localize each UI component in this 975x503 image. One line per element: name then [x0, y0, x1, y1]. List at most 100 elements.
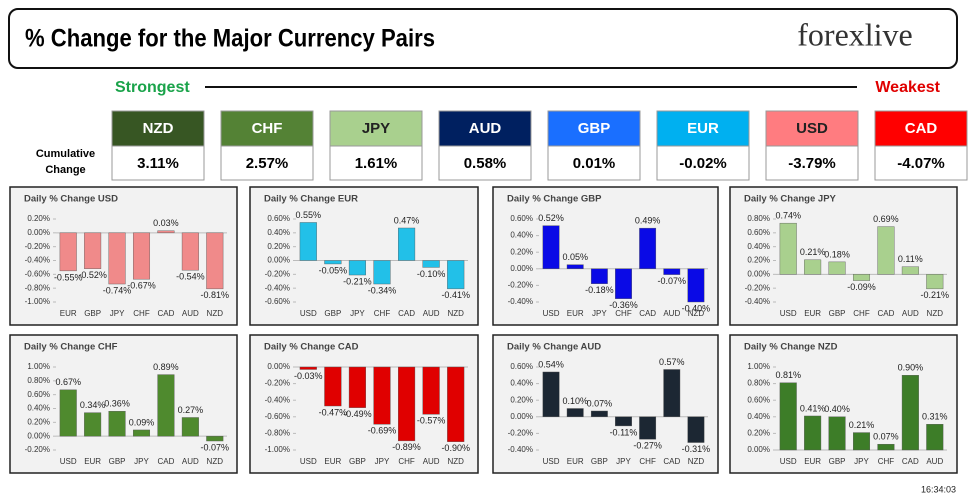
panels: Daily % Change USD 0.20% 0.00% -0.20% -0.40%… — [9, 186, 958, 474]
value-label: 0.07% — [587, 398, 613, 408]
rank-change: -0.02% — [679, 155, 727, 172]
y-tick-label: -0.40% — [265, 283, 290, 292]
y-tick-label: 1.00% — [747, 362, 770, 371]
y-tick-label: 0.60% — [747, 395, 770, 404]
bar — [804, 259, 822, 275]
value-label: -0.21% — [921, 290, 950, 300]
bar — [108, 411, 126, 437]
x-tick-label: EUR — [567, 309, 584, 318]
x-tick-label: NZD — [927, 309, 944, 318]
y-tick-label: -0.80% — [25, 283, 50, 292]
value-label: 0.34% — [80, 400, 106, 410]
value-label: -0.57% — [417, 416, 446, 426]
panel-frame — [9, 334, 238, 474]
y-tick-label: -0.80% — [265, 429, 290, 438]
rank-header — [547, 110, 641, 147]
bar — [84, 232, 102, 269]
value-label: 0.74% — [775, 211, 801, 221]
panel-frame — [492, 186, 719, 326]
bar — [901, 266, 919, 275]
panel-title: Daily % Change CHF — [24, 342, 118, 353]
value-label: 0.31% — [922, 412, 948, 422]
value-label: 0.47% — [394, 215, 420, 225]
value-label: -0.27% — [633, 441, 662, 451]
x-tick-label: CHF — [878, 457, 895, 466]
chart-panel: Daily % Change EUR 0.60% 0.40% 0.20% 0.00% -0… — [249, 186, 479, 326]
value-label: -0.55% — [54, 272, 83, 282]
y-tick-label: 0.00% — [267, 362, 290, 371]
chart-panel: Daily % Change USD 0.20% 0.00% -0.20% -0.40%… — [9, 186, 238, 326]
y-tick-label: -0.60% — [265, 412, 290, 421]
y-tick-label: 0.20% — [747, 429, 770, 438]
ranking: NZD 3.11% CHF 2.57% JPY 1.61% AUD 0.58% GBP 0.01%… — [111, 110, 968, 181]
value-label: -0.09% — [847, 282, 876, 292]
y-tick-label: -0.40% — [25, 256, 50, 265]
rank-change: 2.57% — [246, 155, 289, 172]
x-tick-label: GBP — [349, 457, 366, 466]
bar — [901, 375, 919, 451]
rank-value-box — [438, 145, 532, 181]
y-tick-label: 0.20% — [27, 417, 50, 426]
x-tick-label: AUD — [423, 309, 440, 318]
x-tick-label: GBP — [324, 309, 341, 318]
x-tick-label: USD — [300, 457, 317, 466]
x-tick-label: CAD — [398, 309, 415, 318]
value-label: -0.81% — [201, 290, 230, 300]
value-label: 0.36% — [104, 399, 130, 409]
value-label: -0.36% — [609, 300, 638, 310]
x-tick-label: EUR — [84, 457, 101, 466]
x-tick-label: CAD — [157, 457, 174, 466]
y-tick-label: 0.80% — [747, 214, 770, 223]
bar — [157, 230, 175, 234]
panel-title: Daily % Change AUD — [507, 342, 601, 353]
y-tick-label: -0.20% — [265, 269, 290, 278]
bar — [566, 408, 584, 418]
rank-value-box — [220, 145, 314, 181]
x-tick-label: USD — [543, 457, 560, 466]
x-tick-label: USD — [780, 309, 797, 318]
y-tick-label: -0.20% — [25, 445, 50, 454]
bar — [447, 260, 465, 290]
y-tick-label: 0.40% — [510, 231, 533, 240]
x-tick-label: USD — [543, 309, 560, 318]
panel-title: Daily % Change USD — [24, 194, 118, 205]
rank-currency: NZD — [143, 120, 174, 137]
x-tick-label: JPY — [616, 457, 631, 466]
value-label: 0.89% — [153, 362, 179, 372]
rank-change: 3.11% — [137, 155, 179, 172]
x-tick-label: EUR — [567, 457, 584, 466]
bar — [373, 260, 391, 285]
x-tick-label: CAD — [663, 457, 680, 466]
bar — [663, 268, 681, 275]
bar — [852, 432, 871, 451]
x-tick-label: CHF — [639, 457, 656, 466]
bar — [59, 389, 77, 437]
bar — [206, 435, 224, 442]
value-label: -0.74% — [103, 285, 132, 295]
bar — [590, 410, 608, 417]
chart-panel: Daily % Change JPY 0.80% 0.60% 0.40% 0.20% 0.… — [729, 186, 958, 326]
header-title: % Change for the Major Currency Pairs — [25, 25, 435, 53]
weakest-label: Weakest — [875, 79, 940, 96]
panel-frame — [492, 334, 719, 474]
y-tick-label: 0.40% — [510, 379, 533, 388]
x-tick-label: USD — [60, 457, 77, 466]
rank-header — [111, 110, 205, 147]
bar — [687, 416, 705, 443]
chart-panel: Daily % Change GBP 0.60% 0.40% 0.20% 0.00% -0… — [492, 186, 719, 326]
value-label: 0.27% — [178, 405, 204, 415]
chart-panel: Daily % Change AUD 0.60% 0.40% 0.20% 0.00% -0… — [492, 334, 719, 474]
value-label: 0.40% — [824, 404, 850, 414]
bar — [181, 417, 199, 437]
x-tick-label: EUR — [804, 309, 821, 318]
rank-currency: GBP — [578, 120, 611, 137]
value-label: -0.31% — [682, 444, 711, 454]
bar — [542, 371, 560, 418]
value-label: 0.11% — [898, 254, 923, 264]
value-label: -0.05% — [319, 265, 348, 275]
y-tick-label: 0.80% — [747, 379, 770, 388]
x-tick-label: CAD — [877, 309, 894, 318]
x-tick-label: NZD — [207, 309, 224, 318]
x-tick-label: CHF — [374, 309, 391, 318]
